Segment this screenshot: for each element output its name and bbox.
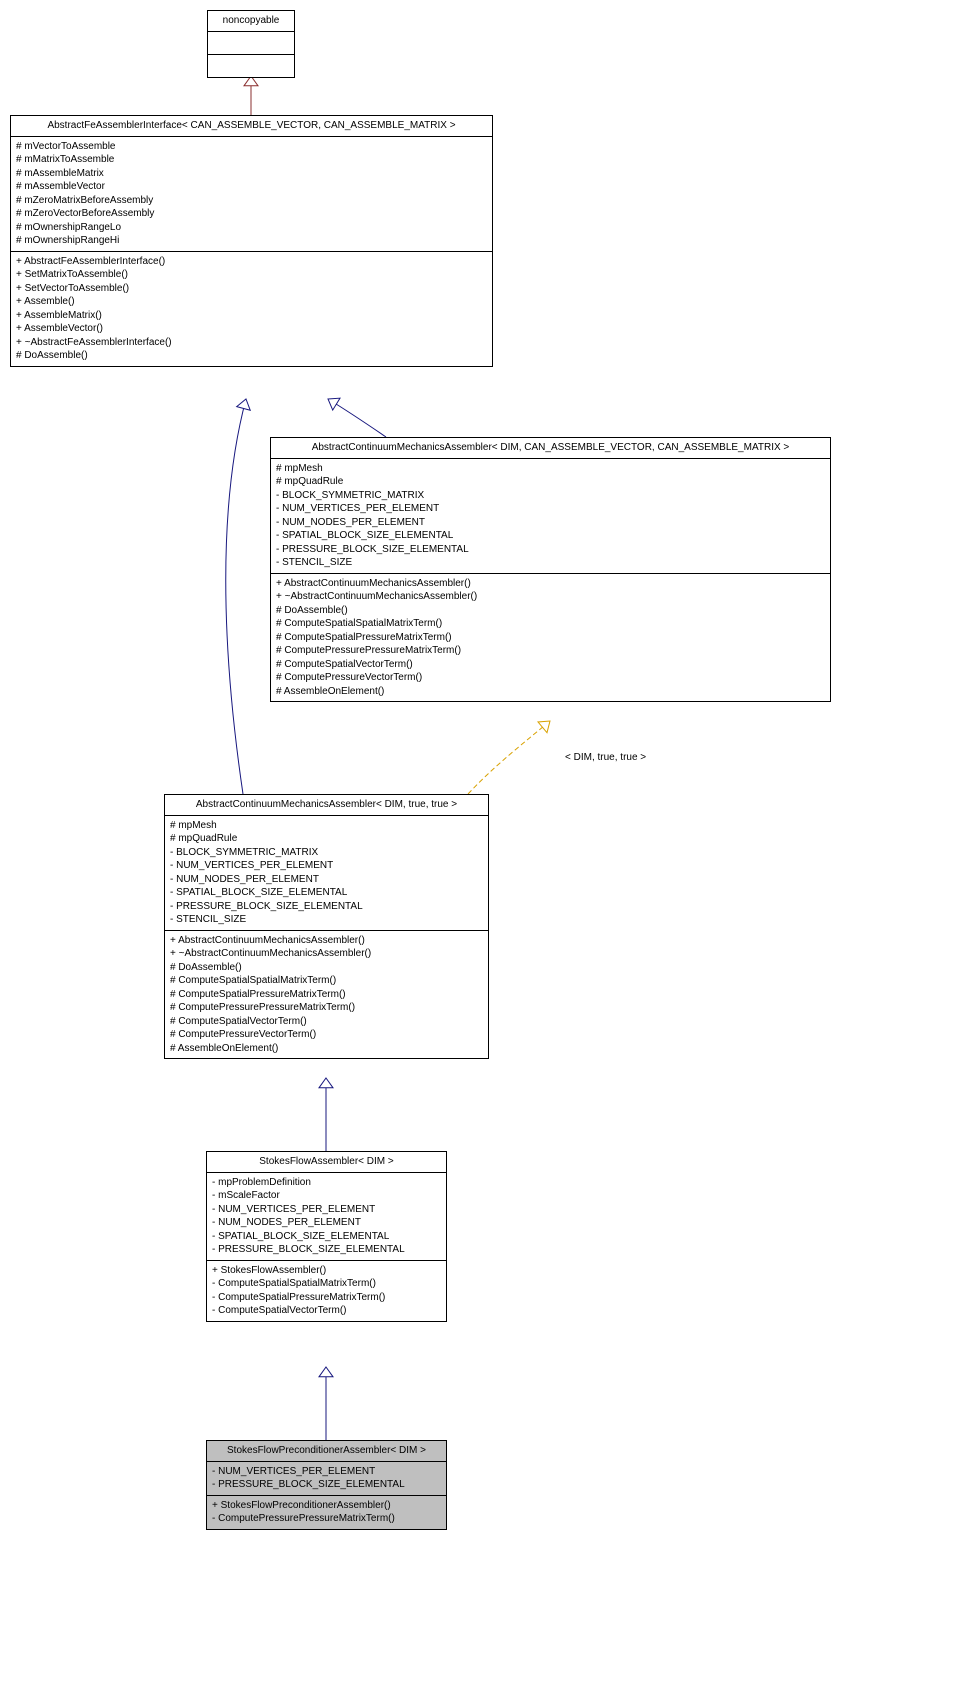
empty-section — [208, 32, 294, 55]
class-operation[interactable]: # ComputeSpatialVectorTerm() — [276, 658, 825, 672]
class-operation[interactable]: + Assemble() — [16, 295, 487, 309]
class-attributes: # mVectorToAssemble# mMatrixToAssemble# … — [11, 137, 492, 252]
class-attribute[interactable]: # mMatrixToAssemble — [16, 153, 487, 167]
class-attributes: # mpMesh# mpQuadRule- BLOCK_SYMMETRIC_MA… — [271, 459, 830, 574]
class-operation[interactable]: # DoAssemble() — [170, 961, 483, 975]
inheritance-arrowhead — [328, 398, 340, 410]
class-operation[interactable]: # AssembleOnElement() — [276, 685, 825, 699]
class-operation[interactable]: # DoAssemble() — [276, 604, 825, 618]
class-abs_cma_dim[interactable]: AbstractContinuumMechanicsAssembler< DIM… — [164, 794, 489, 1059]
class-operation[interactable]: + AbstractFeAssemblerInterface() — [16, 255, 487, 269]
class-operation[interactable]: # ComputeSpatialVectorTerm() — [170, 1015, 483, 1029]
class-attribute[interactable]: # mZeroMatrixBeforeAssembly — [16, 194, 487, 208]
class-operation[interactable]: + ~AbstractContinuumMechanicsAssembler() — [170, 947, 483, 961]
class-attribute[interactable]: - mScaleFactor — [212, 1189, 441, 1203]
inheritance-arrowhead — [319, 1367, 333, 1377]
class-abs_cma_tmpl[interactable]: AbstractContinuumMechanicsAssembler< DIM… — [270, 437, 831, 702]
class-attribute[interactable]: - PRESSURE_BLOCK_SIZE_ELEMENTAL — [212, 1243, 441, 1257]
class-attribute[interactable]: - BLOCK_SYMMETRIC_MATRIX — [170, 846, 483, 860]
class-attribute[interactable]: # mAssembleVector — [16, 180, 487, 194]
inheritance-arrowhead — [538, 721, 550, 733]
class-operation[interactable]: # ComputePressurePressureMatrixTerm() — [170, 1001, 483, 1015]
class-noncopyable[interactable]: noncopyable — [207, 10, 295, 78]
class-operations: + AbstractContinuumMechanicsAssembler()+… — [165, 931, 488, 1059]
class-operation[interactable]: + StokesFlowAssembler() — [212, 1264, 441, 1278]
class-attribute[interactable]: - BLOCK_SYMMETRIC_MATRIX — [276, 489, 825, 503]
inheritance-edge — [468, 721, 550, 794]
class-operations: + AbstractFeAssemblerInterface()+ SetMat… — [11, 252, 492, 366]
class-operation[interactable]: + AbstractContinuumMechanicsAssembler() — [170, 934, 483, 948]
class-attributes: # mpMesh# mpQuadRule- BLOCK_SYMMETRIC_MA… — [165, 816, 488, 931]
class-attribute[interactable]: - NUM_NODES_PER_ELEMENT — [212, 1216, 441, 1230]
class-operations: + StokesFlowPreconditionerAssembler()- C… — [207, 1496, 446, 1529]
class-operation[interactable]: # ComputeSpatialPressureMatrixTerm() — [276, 631, 825, 645]
class-title[interactable]: noncopyable — [208, 11, 294, 32]
class-attribute[interactable]: - SPATIAL_BLOCK_SIZE_ELEMENTAL — [276, 529, 825, 543]
class-operation[interactable]: # ComputePressurePressureMatrixTerm() — [276, 644, 825, 658]
class-stokes_flow[interactable]: StokesFlowAssembler< DIM >- mpProblemDef… — [206, 1151, 447, 1322]
class-attribute[interactable]: # mpQuadRule — [276, 475, 825, 489]
class-attribute[interactable]: - PRESSURE_BLOCK_SIZE_ELEMENTAL — [212, 1478, 441, 1492]
class-attribute[interactable]: # mpQuadRule — [170, 832, 483, 846]
class-operation[interactable]: + AssembleVector() — [16, 322, 487, 336]
class-attribute[interactable]: # mOwnershipRangeHi — [16, 234, 487, 248]
class-operation[interactable]: + StokesFlowPreconditionerAssembler() — [212, 1499, 441, 1513]
class-operation[interactable]: + SetMatrixToAssemble() — [16, 268, 487, 282]
class-title[interactable]: AbstractFeAssemblerInterface< CAN_ASSEMB… — [11, 116, 492, 137]
class-attribute[interactable]: # mpMesh — [276, 462, 825, 476]
class-stokes_precond[interactable]: StokesFlowPreconditionerAssembler< DIM >… — [206, 1440, 447, 1530]
class-operation[interactable]: - ComputeSpatialPressureMatrixTerm() — [212, 1291, 441, 1305]
class-attribute[interactable]: - NUM_NODES_PER_ELEMENT — [276, 516, 825, 530]
class-attribute[interactable]: - NUM_VERTICES_PER_ELEMENT — [212, 1465, 441, 1479]
class-attribute[interactable]: - SPATIAL_BLOCK_SIZE_ELEMENTAL — [212, 1230, 441, 1244]
class-attribute[interactable]: - NUM_NODES_PER_ELEMENT — [170, 873, 483, 887]
class-operation[interactable]: + AbstractContinuumMechanicsAssembler() — [276, 577, 825, 591]
class-title[interactable]: StokesFlowPreconditionerAssembler< DIM > — [207, 1441, 446, 1462]
class-attribute[interactable]: # mZeroVectorBeforeAssembly — [16, 207, 487, 221]
class-attribute[interactable]: - STENCIL_SIZE — [276, 556, 825, 570]
class-attributes: - NUM_VERTICES_PER_ELEMENT- PRESSURE_BLO… — [207, 1462, 446, 1496]
class-attribute[interactable]: - NUM_VERTICES_PER_ELEMENT — [276, 502, 825, 516]
class-title[interactable]: AbstractContinuumMechanicsAssembler< DIM… — [271, 438, 830, 459]
class-title[interactable]: AbstractContinuumMechanicsAssembler< DIM… — [165, 795, 488, 816]
class-attribute[interactable]: - SPATIAL_BLOCK_SIZE_ELEMENTAL — [170, 886, 483, 900]
class-operation[interactable]: + ~AbstractContinuumMechanicsAssembler() — [276, 590, 825, 604]
class-operation[interactable]: # ComputePressureVectorTerm() — [170, 1028, 483, 1042]
class-operation[interactable]: + ~AbstractFeAssemblerInterface() — [16, 336, 487, 350]
class-operation[interactable]: + AssembleMatrix() — [16, 309, 487, 323]
class-attribute[interactable]: - mpProblemDefinition — [212, 1176, 441, 1190]
class-attribute[interactable]: - PRESSURE_BLOCK_SIZE_ELEMENTAL — [276, 543, 825, 557]
class-operation[interactable]: # ComputeSpatialPressureMatrixTerm() — [170, 988, 483, 1002]
class-attribute[interactable]: # mOwnershipRangeLo — [16, 221, 487, 235]
class-attribute[interactable]: # mpMesh — [170, 819, 483, 833]
class-operation[interactable]: # AssembleOnElement() — [170, 1042, 483, 1056]
empty-section — [208, 55, 294, 77]
class-attribute[interactable]: # mVectorToAssemble — [16, 140, 487, 154]
class-operation[interactable]: + SetVectorToAssemble() — [16, 282, 487, 296]
inheritance-edge — [328, 399, 386, 437]
class-operations: + AbstractContinuumMechanicsAssembler()+… — [271, 574, 830, 702]
class-attribute[interactable]: - NUM_VERTICES_PER_ELEMENT — [170, 859, 483, 873]
class-title[interactable]: StokesFlowAssembler< DIM > — [207, 1152, 446, 1173]
class-operation[interactable]: # DoAssemble() — [16, 349, 487, 363]
template-binding-label: < DIM, true, true > — [565, 752, 646, 763]
class-operation[interactable]: - ComputeSpatialVectorTerm() — [212, 1304, 441, 1318]
class-attribute[interactable]: # mAssembleMatrix — [16, 167, 487, 181]
class-attribute[interactable]: - NUM_VERTICES_PER_ELEMENT — [212, 1203, 441, 1217]
class-attributes: - mpProblemDefinition- mScaleFactor- NUM… — [207, 1173, 446, 1261]
inheritance-arrowhead — [319, 1078, 333, 1088]
class-operation[interactable]: # ComputePressureVectorTerm() — [276, 671, 825, 685]
class-operations: + StokesFlowAssembler()- ComputeSpatialS… — [207, 1261, 446, 1321]
inheritance-arrowhead — [237, 399, 251, 410]
class-operation[interactable]: # ComputeSpatialSpatialMatrixTerm() — [276, 617, 825, 631]
class-operation[interactable]: # ComputeSpatialSpatialMatrixTerm() — [170, 974, 483, 988]
inheritance-edge — [226, 399, 246, 794]
class-operation[interactable]: - ComputeSpatialSpatialMatrixTerm() — [212, 1277, 441, 1291]
class-attribute[interactable]: - PRESSURE_BLOCK_SIZE_ELEMENTAL — [170, 900, 483, 914]
class-attribute[interactable]: - STENCIL_SIZE — [170, 913, 483, 927]
class-operation[interactable]: - ComputePressurePressureMatrixTerm() — [212, 1512, 441, 1526]
class-abs_fe[interactable]: AbstractFeAssemblerInterface< CAN_ASSEMB… — [10, 115, 493, 367]
